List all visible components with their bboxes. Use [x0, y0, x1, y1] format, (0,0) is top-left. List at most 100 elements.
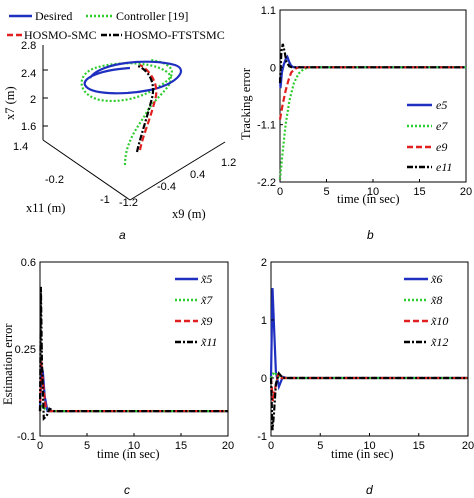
x-tick-label-d-0: 0 [268, 440, 274, 452]
trajectories-a [80, 58, 183, 166]
tick-a-y-2: 0.4 [190, 169, 205, 181]
legend-a: Desired Controller [19] HOSMO-SMC HOSMO-… [7, 9, 225, 42]
y-tick-label-b-2: 0 [270, 62, 276, 74]
axis-c-xlabel: time (in sec) [97, 447, 159, 461]
x-tick-label-b-3: 15 [413, 186, 425, 198]
legend-d: x̃6 x̃8 x̃10 x̃12 [404, 272, 448, 349]
caption-c: c [124, 483, 130, 497]
y-tick-label-b-3: 1.1 [261, 5, 276, 17]
xticks-d: 0 5 10 15 20 [268, 433, 474, 452]
x-tick-label-b-4: 20 [460, 186, 472, 198]
yticks-b: -2.2 -1.1 0 1.1 [257, 5, 283, 189]
axis-b-xlabel: time (in sec) [337, 192, 399, 206]
plot-frame-d [270, 261, 469, 437]
series-line-b-3 [278, 43, 466, 84]
legend-b-e9-label: e9 [436, 140, 447, 154]
axis-a-xlabel: x11 (m) [26, 201, 65, 215]
panel-c: 0 5 10 15 20 -0.1 0.25 0.6 time (in sec) Estim… [1, 257, 234, 497]
tick-a-y-3: 1.2 [221, 157, 236, 169]
tick-a-y-1: -0.4 [157, 181, 176, 193]
legend-d-x6-label: x̃6 [430, 272, 442, 286]
legend-b-e5-label: e5 [436, 98, 447, 112]
x-tick-label-c-2: 10 [128, 440, 140, 452]
yticks-c: -0.1 0.25 0.6 [15, 257, 43, 443]
legend-c: x̃5 x̃7 x̃9 x̃11 [175, 272, 217, 349]
legend-a-ftstsmc-label: HOSMO-FTSTSMC [124, 28, 225, 42]
x-tick-label-c-3: 15 [175, 440, 187, 452]
series-line-b-2 [278, 66, 466, 120]
legend-c-x9-label: x̃9 [200, 314, 212, 328]
panel-a: Desired Controller [19] HOSMO-SMC HOSMO-… [3, 9, 236, 242]
y-tick-label-c-2: 0.6 [21, 257, 36, 269]
trajectory-a-controller [80, 58, 174, 166]
axis-c-ylabel: Estimation error [1, 323, 15, 405]
series-d [269, 288, 468, 431]
legend-a-controller-label: Controller [19] [116, 9, 188, 23]
axis-a-zlabel: x7 (m) [3, 86, 17, 120]
caption-b: b [367, 228, 374, 242]
tick-a-z-1: 2 [30, 94, 36, 106]
y-tick-label-d-2: 1 [261, 315, 267, 327]
legend-a-smc-label: HOSMO-SMC [24, 28, 97, 42]
series-b [278, 43, 466, 180]
xticks-b: 0 5 10 15 20 [277, 179, 472, 198]
plot-frame-c [39, 261, 229, 437]
y-tick-label-c-0: -0.1 [17, 431, 36, 443]
tick-a-z-2: 2.4 [21, 68, 36, 80]
x-tick-label-b-1: 5 [323, 186, 329, 198]
x-tick-label-c-1: 5 [84, 440, 90, 452]
axes-a [42, 45, 226, 201]
legend-d-x10-label: x̃10 [430, 314, 448, 328]
trajectory-a-smc [138, 64, 158, 151]
legend-d-x8-label: x̃8 [430, 293, 442, 307]
legend-c-x11-label: x̃11 [200, 335, 217, 349]
legend-c-x5-label: x̃5 [200, 272, 212, 286]
series-line-c-3 [38, 286, 228, 421]
tick-a-z-0: 1.6 [21, 121, 36, 133]
x-tick-label-c-0: 0 [37, 440, 43, 452]
axis-a-x-line [42, 139, 131, 201]
x-tick-label-b-2: 10 [367, 186, 379, 198]
x-tick-label-d-1: 5 [317, 440, 323, 452]
x-tick-label-d-2: 10 [363, 440, 375, 452]
y-tick-label-d-3: 2 [261, 257, 267, 269]
trajectory-a-desired [83, 60, 183, 95]
legend-b-e11-label: e11 [436, 160, 452, 174]
tick-a-x-0: 1.4 [13, 141, 28, 153]
axis-a-y-line [129, 141, 226, 201]
tick-a-x-1: -0.2 [45, 174, 64, 186]
legend-b: e5 e7 e9 e11 [407, 98, 452, 174]
y-tick-label-c-1: 0.25 [15, 344, 36, 356]
y-tick-label-b-1: -1.1 [257, 120, 276, 132]
series-line-d-3 [269, 371, 468, 431]
panel-b: 0 5 10 15 20 -2.2 -1.1 0 1.1 time (in sec) Trac… [239, 5, 472, 242]
series-line-c-2 [38, 361, 228, 413]
tick-a-z-3: 2.8 [21, 40, 36, 52]
y-tick-label-d-0: -1 [257, 431, 267, 443]
legend-a-desired-label: Desired [35, 9, 72, 23]
axis-b-ylabel: Tracking error [239, 67, 253, 140]
caption-a: a [119, 228, 126, 242]
x-tick-label-b-0: 0 [277, 186, 283, 198]
trajectory-a-ftstsmc [135, 64, 155, 153]
y-tick-label-d-1: 0 [261, 373, 267, 385]
x-tick-label-d-3: 15 [413, 440, 425, 452]
plot-frame-b [279, 9, 467, 183]
axis-a-ylabel: x9 (m) [172, 207, 206, 221]
tick-a-x-2: -1 [100, 194, 110, 206]
tick-a-y-0: -1.2 [119, 197, 138, 209]
legend-d-x12-label: x̃12 [430, 335, 448, 349]
x-tick-label-c-4: 20 [222, 440, 234, 452]
x-tick-label-d-4: 20 [462, 440, 474, 452]
series-line-b-0 [278, 54, 466, 89]
y-tick-label-b-0: -2.2 [257, 177, 276, 189]
series-c [38, 286, 228, 421]
legend-b-e7-label: e7 [436, 119, 448, 133]
axis-d-xlabel: time (in sec) [331, 447, 393, 461]
yticks-d: -1 0 1 2 [257, 257, 274, 443]
series-line-c-0 [38, 366, 228, 413]
caption-d: d [366, 483, 373, 497]
legend-c-x7-label: x̃7 [200, 293, 213, 307]
